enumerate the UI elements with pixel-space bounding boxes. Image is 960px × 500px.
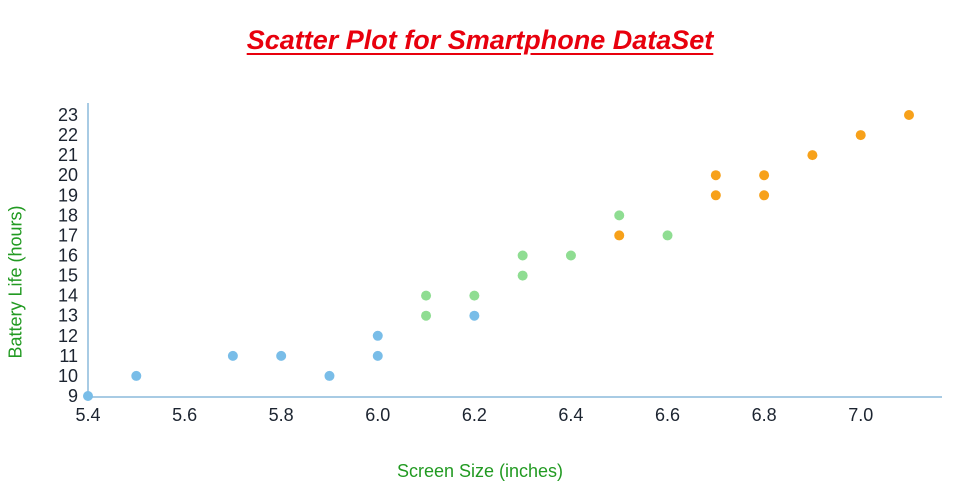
y-tick-label: 16: [58, 246, 78, 266]
data-point-blue-group: [372, 350, 383, 361]
data-point-green-group: [517, 270, 528, 281]
data-point-green-group: [565, 250, 576, 261]
x-tick-label: 5.8: [269, 405, 294, 425]
data-point-blue-group: [276, 350, 287, 361]
x-axis-label: Screen Size (inches): [396, 461, 564, 481]
data-point-blue-group: [324, 370, 335, 381]
y-tick-label: 20: [58, 165, 78, 185]
data-point-orange-group: [759, 170, 770, 181]
data-point-orange-group: [904, 110, 914, 120]
x-tick-label: 5.6: [172, 405, 197, 425]
x-tick-label: 7.0: [848, 405, 873, 425]
data-point-blue-group: [469, 310, 480, 321]
data-point-orange-group: [855, 130, 866, 141]
data-point-blue-group: [372, 330, 383, 341]
x-tick-label: 6.8: [752, 405, 777, 425]
data-point-orange-group: [710, 190, 721, 201]
data-point-green-group: [614, 210, 625, 221]
y-tick-label: 10: [58, 366, 78, 386]
y-tick-label: 14: [58, 286, 78, 306]
y-tick-label: 21: [58, 145, 78, 165]
y-tick-label: 18: [58, 205, 78, 225]
data-point-green-group: [469, 290, 480, 301]
data-point-orange-group: [710, 170, 721, 181]
chart-title: Scatter Plot for Smartphone DataSet: [246, 25, 714, 55]
x-tick-label: 6.6: [655, 405, 680, 425]
y-tick-label: 15: [58, 266, 78, 286]
data-point-green-group: [421, 290, 432, 301]
x-tick-label: 6.2: [462, 405, 487, 425]
data-point-orange-group: [807, 150, 818, 161]
x-tick-label: 5.4: [75, 405, 100, 425]
y-tick-label: 23: [58, 105, 78, 125]
data-point-orange-group: [614, 230, 625, 241]
data-point-blue-group: [227, 350, 238, 361]
y-tick-label: 13: [58, 306, 78, 326]
data-point-green-group: [517, 250, 528, 261]
data-point-blue-group: [83, 391, 93, 401]
y-tick-label: 22: [58, 125, 78, 145]
data-point-green-group: [421, 310, 432, 321]
x-tick-label: 6.0: [365, 405, 390, 425]
data-point-orange-group: [759, 190, 770, 201]
data-point-blue-group: [131, 370, 142, 381]
y-tick-label: 19: [58, 185, 78, 205]
y-tick-label: 12: [58, 326, 78, 346]
x-tick-label: 6.4: [558, 405, 583, 425]
data-point-green-group: [662, 230, 673, 241]
y-tick-label: 17: [58, 225, 78, 245]
y-tick-label: 9: [68, 386, 78, 406]
y-tick-label: 11: [59, 346, 78, 366]
